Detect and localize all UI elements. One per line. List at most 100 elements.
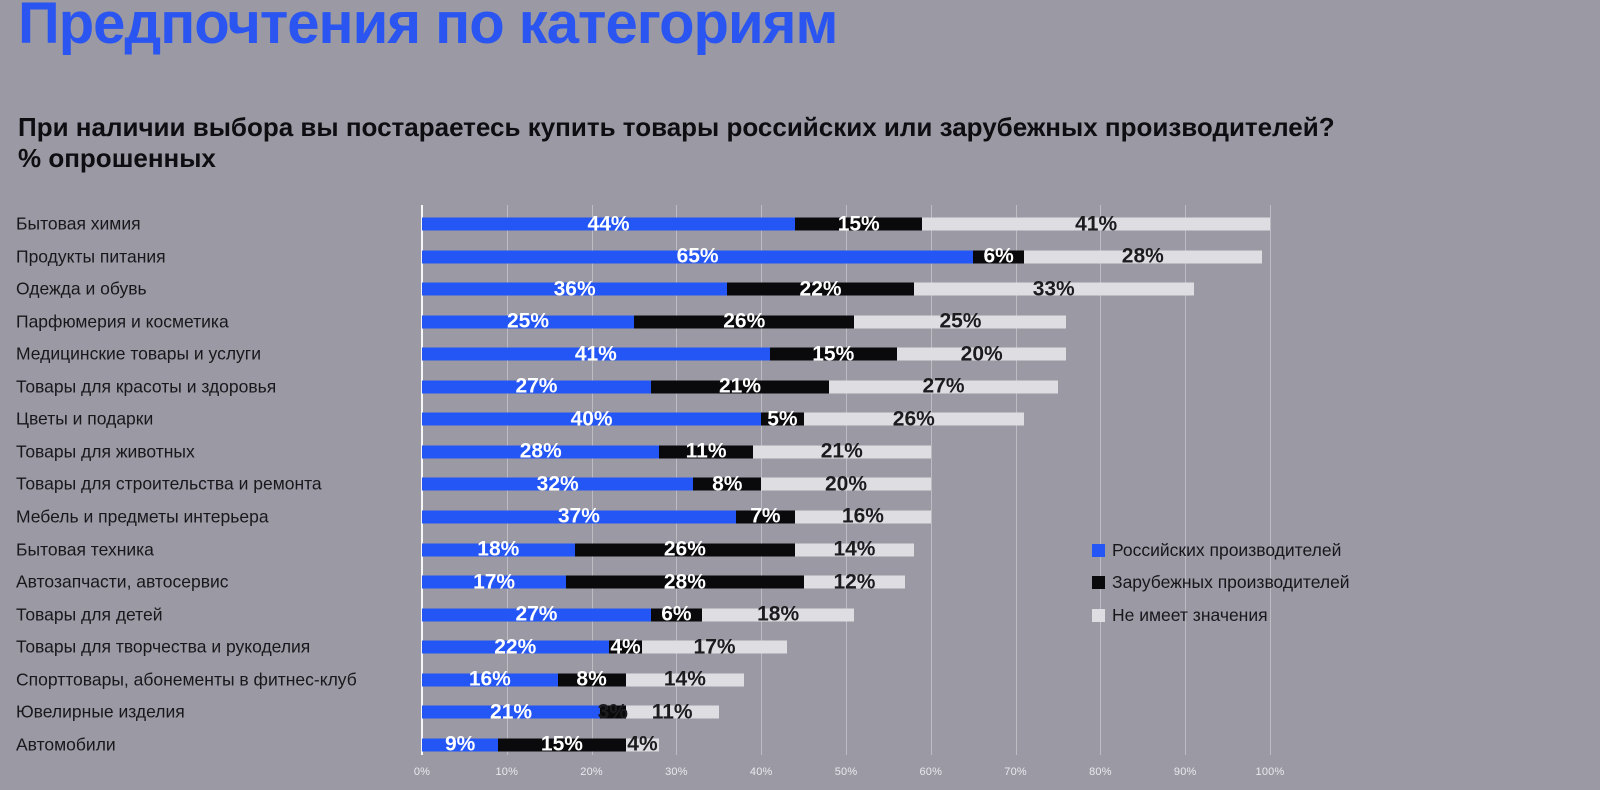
value-label: 25% — [506, 309, 550, 333]
bar-segment: 33% — [913, 277, 1194, 300]
value-label: 27% — [515, 374, 558, 398]
chart-row: Продукты питания 65% 6% 28% — [0, 240, 1600, 273]
category-label: Продукты питания — [16, 246, 166, 267]
bar-segment: 17% — [422, 570, 567, 593]
x-tick-label: 80% — [1089, 766, 1112, 778]
value-label: 17% — [693, 635, 736, 659]
value-label: 32% — [536, 472, 579, 496]
value-label: 15% — [812, 342, 855, 366]
chart-row: Бытовая техника 18% 26% 14% — [0, 533, 1600, 566]
stacked-bar: 16% 8% 14% — [422, 668, 745, 691]
stacked-bar: 36% 22% 33% — [422, 277, 1194, 300]
legend-label: Не имеет значения — [1112, 604, 1268, 625]
x-tick-label: 100% — [1255, 766, 1285, 778]
bar-segment: 26% — [803, 407, 1025, 430]
chart-row: Парфюмерия и косметика 25% 26% 25% — [0, 305, 1600, 338]
stacked-bar: 18% 26% 14% — [422, 538, 914, 561]
bar-segment: 12% — [803, 570, 906, 593]
legend-swatch-icon — [1092, 608, 1105, 622]
bar-segment: 5% — [761, 407, 804, 430]
bar-segment: 17% — [642, 635, 787, 658]
legend-item: Зарубежных производителей — [1092, 572, 1350, 593]
category-label: Бытовая техника — [16, 539, 154, 559]
value-label: 44% — [587, 212, 630, 235]
bar-segment: 4% — [625, 733, 660, 756]
bar-segment: 11% — [659, 440, 753, 463]
category-label: Бытовая химия — [16, 213, 141, 234]
legend-item: Не имеет значения — [1092, 605, 1268, 625]
chart-row: Автозапчасти, автосервис 17% 28% 12% — [0, 566, 1600, 599]
stacked-bar: 28% 11% 21% — [422, 440, 931, 463]
bar-segment: 37% — [422, 505, 736, 528]
bar-segment: 14% — [795, 538, 914, 561]
category-label: Одежда и обувь — [16, 278, 147, 299]
chart-row: Автомобили 9% 15% 4% — [0, 728, 1600, 761]
legend-item: Российских производителей — [1092, 540, 1341, 560]
value-label: 11% — [651, 700, 693, 724]
value-label: 36% — [553, 277, 596, 301]
value-label: 6% — [661, 602, 692, 626]
stacked-bar: 17% 28% 12% — [422, 570, 906, 593]
value-label: 22% — [494, 635, 537, 659]
bar-segment: 22% — [422, 635, 609, 658]
stacked-bar: 27% 6% 18% — [422, 603, 855, 626]
bar-segment: 25% — [854, 310, 1067, 333]
value-label: 21% — [490, 700, 533, 724]
bar-segment: 18% — [422, 538, 575, 561]
stacked-bar: 40% 5% 26% — [422, 407, 1025, 430]
value-label: 21% — [820, 439, 863, 463]
chart-row: Товары для детей 27% 6% 18% — [0, 598, 1600, 631]
legend-label: Российских производителей — [1112, 539, 1342, 560]
chart-row: Одежда и обувь 36% 22% 33% — [0, 273, 1600, 306]
bar-segment: 28% — [1024, 245, 1262, 268]
stacked-bar: 37% 7% 16% — [422, 505, 931, 528]
bar-segment: 7% — [735, 505, 796, 528]
stacked-bar: 44% 15% 41% — [422, 212, 1270, 235]
x-tick-label: 0% — [413, 766, 431, 778]
gridline — [1185, 205, 1187, 755]
bar-segment: 25% — [422, 310, 634, 333]
bar-segment: 6% — [973, 245, 1025, 268]
value-label: 12% — [833, 570, 876, 594]
bar-segment: 40% — [422, 407, 762, 430]
value-label: 26% — [892, 407, 935, 431]
value-label: 28% — [663, 570, 706, 594]
bar-segment: 15% — [498, 733, 626, 756]
bar-segment: 26% — [634, 310, 855, 333]
bar-segment: 41% — [922, 212, 1270, 235]
stacked-bar: 32% 8% 20% — [422, 472, 931, 495]
bar-segment: 21% — [752, 440, 931, 463]
stacked-bar: 65% 6% 28% — [422, 245, 1262, 268]
category-label: Цветы и подарки — [16, 408, 154, 429]
value-label: 25% — [939, 309, 982, 333]
value-label: 28% — [1121, 244, 1164, 268]
value-label: 8% — [576, 667, 607, 691]
x-tick-label: 60% — [919, 766, 943, 778]
value-label: 14% — [663, 667, 706, 691]
x-tick-label: 70% — [1004, 766, 1027, 778]
value-label: 17% — [473, 570, 516, 594]
bar-segment: 11% — [625, 700, 719, 723]
page-title: Предпочтения по категориям — [18, 0, 838, 56]
chart-row: Медицинские товары и услуги 41% 15% 20% — [0, 338, 1600, 371]
bar-segment: 18% — [701, 603, 855, 626]
chart-row: Товары для строительства и ремонта 32% 8% 2… — [0, 468, 1600, 501]
stacked-bar: 22% 4% 17% — [422, 635, 787, 658]
category-label: Парфюмерия и косметика — [16, 311, 229, 332]
chart-row: Ювелирные изделия 21% 3% 11% — [0, 696, 1600, 729]
value-label: 3% — [597, 700, 628, 724]
bar-segment: 26% — [574, 538, 796, 561]
x-tick-label: 20% — [580, 766, 603, 778]
bar-segment: 21% — [650, 375, 830, 398]
category-label: Автомобили — [16, 734, 116, 755]
value-label: 14% — [833, 537, 876, 561]
bar-segment: 20% — [761, 472, 931, 495]
value-label: 8% — [712, 472, 743, 496]
chart-row: Товары для творчества и рукоделия 22% 4% 17… — [0, 631, 1600, 664]
chart-row: Спорттовары, абонементы в фитнес-клуб 16%… — [0, 663, 1600, 696]
bar-segment: 15% — [795, 212, 923, 235]
value-label: 26% — [663, 537, 706, 561]
value-label: 4% — [610, 635, 641, 659]
value-label: 5% — [767, 407, 798, 431]
